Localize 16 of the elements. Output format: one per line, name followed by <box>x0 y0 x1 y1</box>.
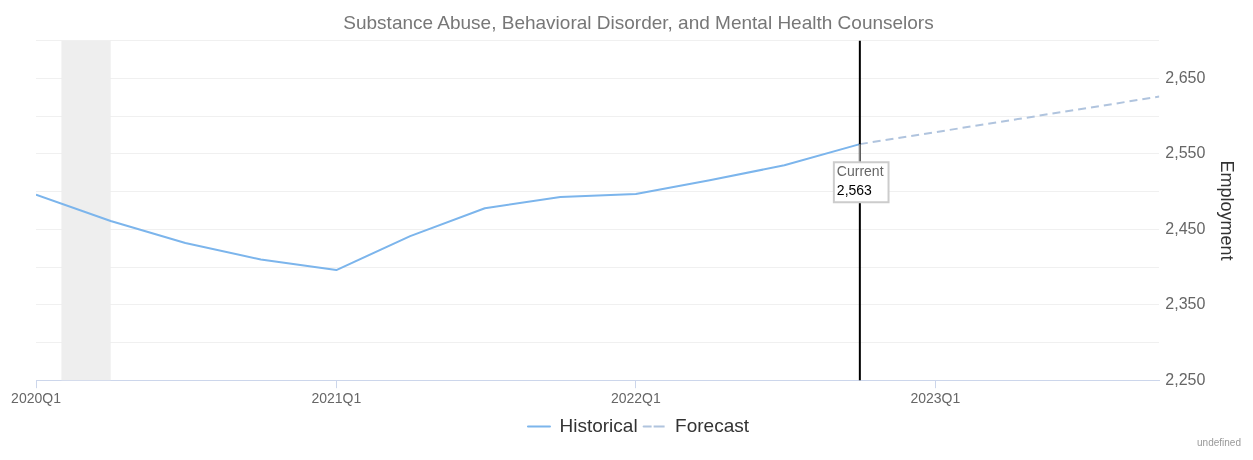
y-tick-label: 2,650 <box>1165 68 1206 86</box>
text: undefined <box>1197 436 1241 448</box>
legend-label: Historical <box>559 414 638 436</box>
ref-line-label: Current <box>836 162 884 179</box>
legend-label: Forecast <box>675 414 750 436</box>
x-tick-label: 2020Q1 <box>11 390 62 407</box>
x-tick-label: 2022Q1 <box>610 390 661 407</box>
chart-title: Substance Abuse, Behavioral Disorder, and Mental Health Counselors <box>343 11 934 33</box>
x-tick-label: 2023Q1 <box>910 390 961 407</box>
y-tick-label: 2,250 <box>1165 370 1206 388</box>
y-tick-label: 2,350 <box>1165 295 1206 313</box>
x-tick-label: 2021Q1 <box>311 390 362 407</box>
y-axis-title: Employment <box>1217 160 1238 261</box>
y-tick-label: 2,550 <box>1165 144 1206 162</box>
annotation: 2,563 <box>836 181 873 198</box>
y-tick-label: 2,450 <box>1165 219 1206 237</box>
